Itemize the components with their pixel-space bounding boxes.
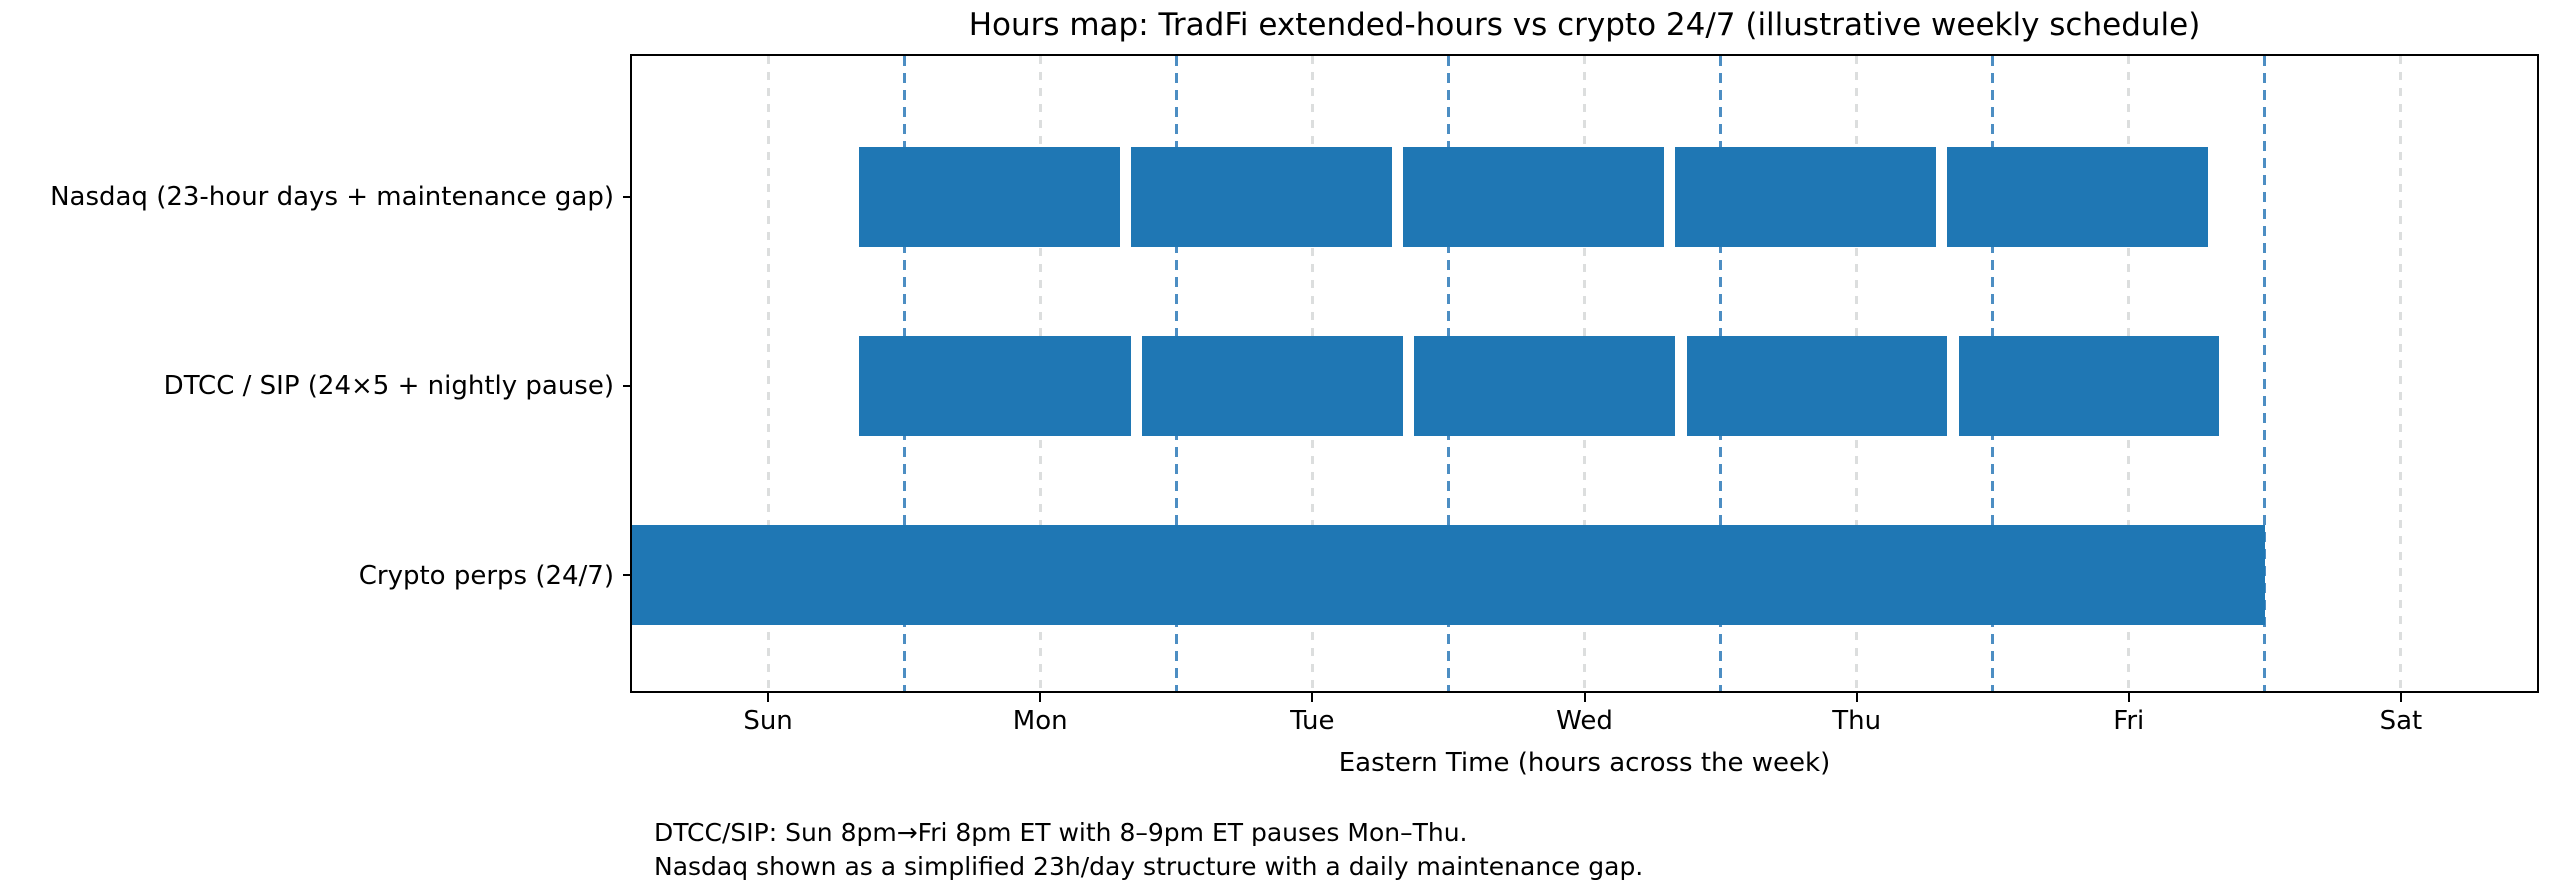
x-tick-tue [1311,693,1314,702]
schedule-bar-nasdaq [1403,147,1664,247]
schedule-bar-nasdaq [1947,147,2209,247]
x-tick-thu [1855,693,1858,702]
schedule-bar-nasdaq [1675,147,1936,247]
y-axis-label-crypto-perps: Crypto perps (24/7) [358,561,614,591]
schedule-bar-crypto-perps [632,525,2265,625]
footnote: DTCC/SIP: Sun 8pm→Fri 8pm ET with 8–9pm … [654,816,1643,884]
schedule-bar-dtcc-sip [1958,336,2220,436]
schedule-bar-dtcc-sip [1686,336,1948,436]
day-boundary-line [2263,56,2267,691]
x-tick-label-sun: Sun [743,706,793,736]
y-tick-crypto-perps [623,574,632,576]
x-tick-label-thu: Thu [1832,706,1882,736]
x-tick-sun [767,693,770,702]
chart-title: Hours map: TradFi extended-hours vs cryp… [968,7,2201,43]
schedule-bar-nasdaq [858,147,1120,247]
schedule-bar-dtcc-sip [1142,336,1404,436]
y-axis-label-nasdaq: Nasdaq (23-hour days + maintenance gap) [50,182,614,212]
x-tick-fri [2127,693,2130,702]
y-tick-dtcc-sip [623,385,632,387]
x-tick-sat [2399,693,2402,702]
x-tick-label-sat: Sat [2379,706,2423,736]
noon-gridline [2399,56,2403,691]
y-axis-label-dtcc-sip: DTCC / SIP (24×5 + nightly pause) [163,371,614,401]
footnote-line-2: Nasdaq shown as a simplified 23h/day str… [654,852,1644,881]
x-tick-label-tue: Tue [1290,706,1335,736]
plot-area [630,54,2539,693]
y-tick-nasdaq [623,196,632,198]
schedule-bar-nasdaq [1130,147,1392,247]
x-tick-wed [1583,693,1586,702]
schedule-bar-dtcc-sip [858,336,1131,436]
x-tick-label-wed: Wed [1556,706,1613,736]
x-tick-label-mon: Mon [1012,706,1068,736]
x-axis-label: Eastern Time (hours across the week) [1338,748,1831,778]
schedule-bar-dtcc-sip [1414,336,1676,436]
noon-gridline [766,56,770,691]
x-tick-label-fri: Fri [2113,706,2145,736]
footnote-line-1: DTCC/SIP: Sun 8pm→Fri 8pm ET with 8–9pm … [654,818,1468,847]
x-tick-mon [1039,693,1042,702]
